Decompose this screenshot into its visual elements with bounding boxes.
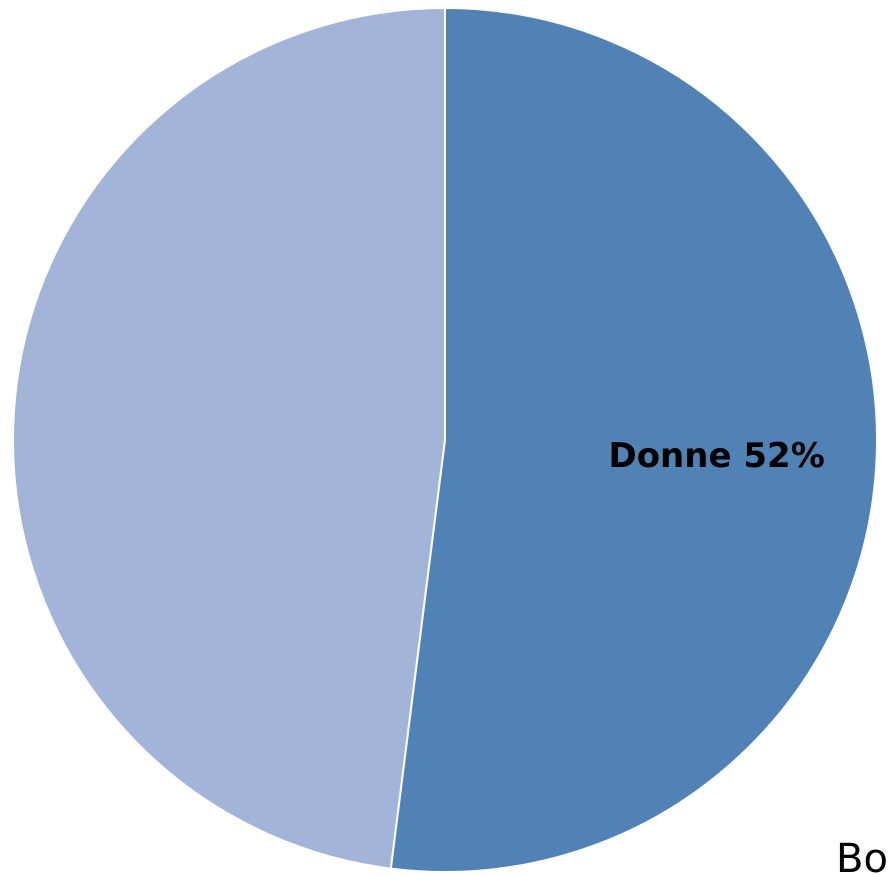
data-label: Donne 52% [608, 436, 824, 476]
annotation: Bo [836, 836, 888, 875]
value-label: 52% [743, 436, 824, 476]
category-label: Donne [608, 436, 731, 476]
pie-slice [12, 6, 446, 870]
pie-slice [389, 6, 878, 873]
